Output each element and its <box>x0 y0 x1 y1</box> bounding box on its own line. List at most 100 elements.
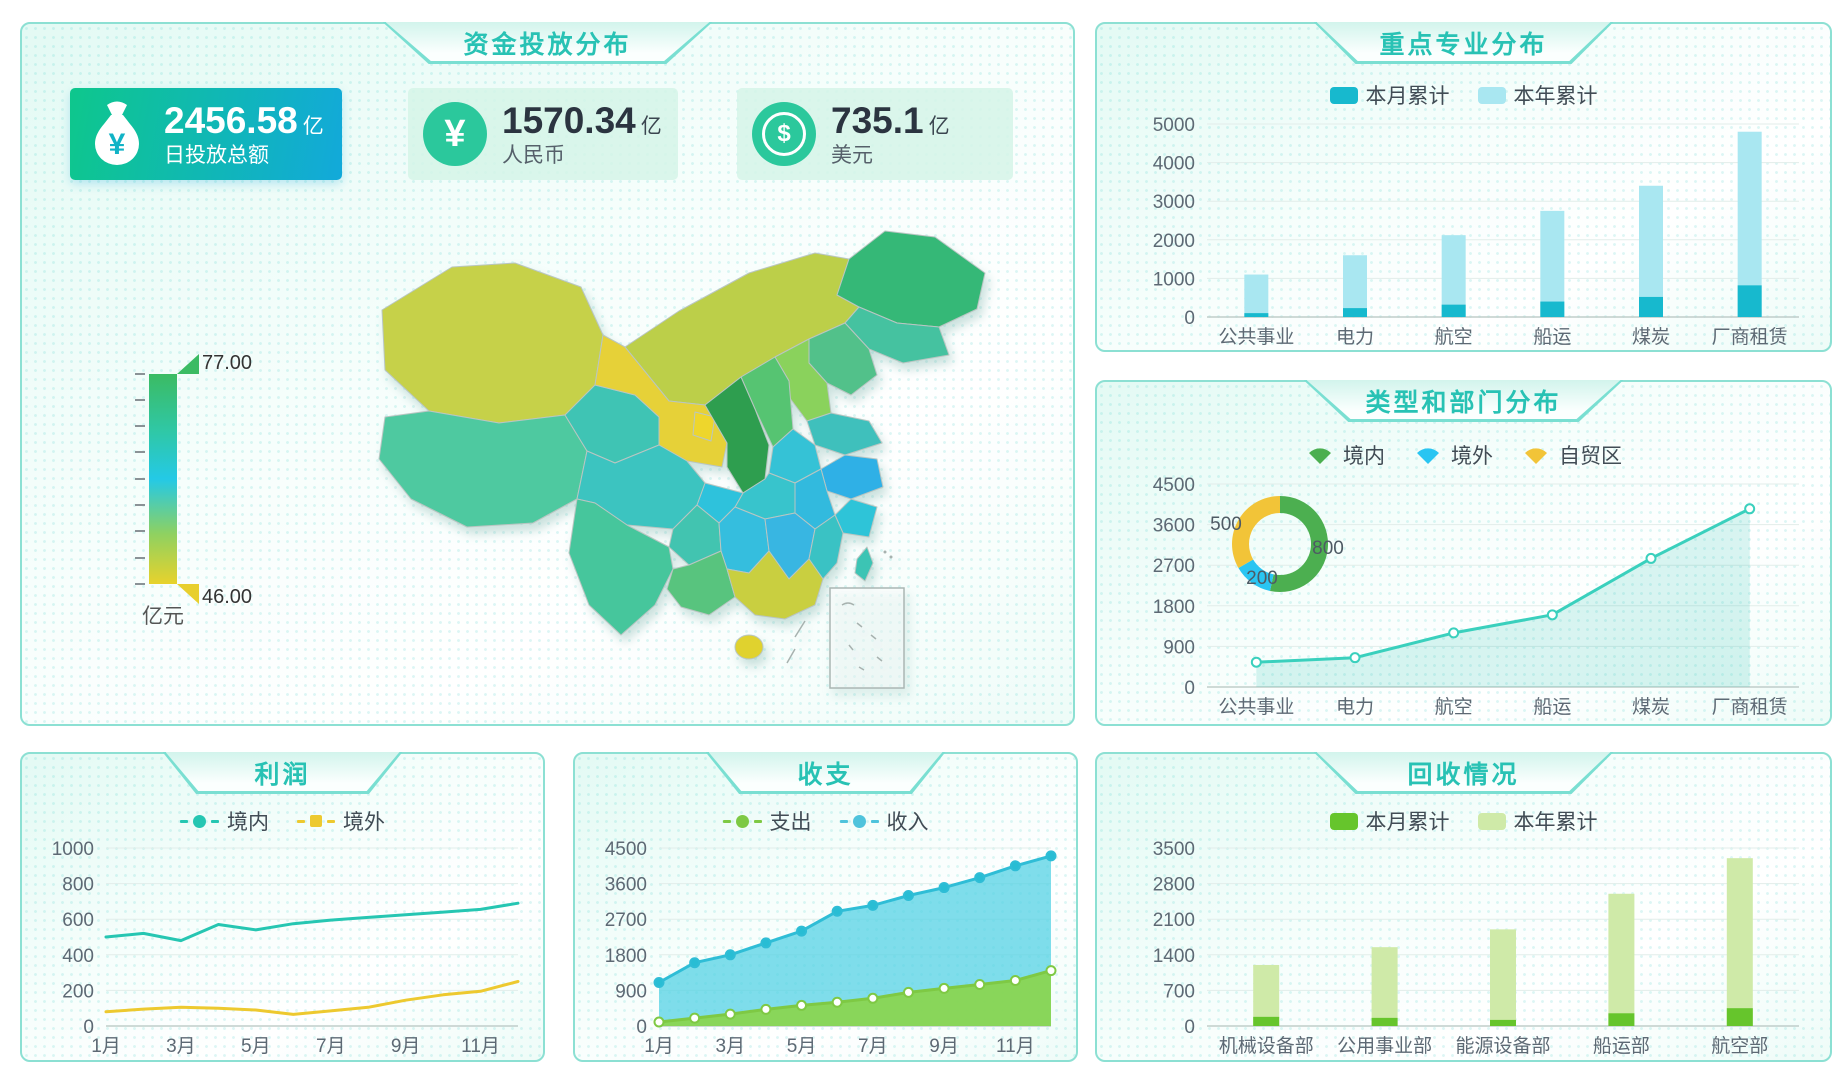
province-hainan[interactable] <box>734 634 764 660</box>
svg-text:航空: 航空 <box>1435 326 1473 348</box>
profit-line-chart[interactable]: 0 200 400 600 800 1000 1月 3月 5月 7月 9月 11月 <box>34 838 534 1058</box>
svg-text:3600: 3600 <box>605 875 647 896</box>
recovery-bar-chart[interactable]: 0 700 1400 2100 2800 3500 机械设备部 公用事业部 能源设备部 船运部 航空… <box>1115 838 1815 1058</box>
map-color-scale: 77.00 46.00 亿元 <box>122 344 312 664</box>
panel-key-majors: 重点专业分布 本月累计 本年累计 0 1000 2000 3000 4000 5000 公共事… <box>1095 22 1832 352</box>
scale-gradient-bar[interactable] <box>149 374 177 584</box>
svg-text:400: 400 <box>62 946 94 967</box>
legend-item-境内[interactable]: 境内 <box>180 806 269 836</box>
svg-text:3500: 3500 <box>1153 839 1195 860</box>
stat-value: 2456.58 <box>164 99 298 141</box>
chart-legend: 境内 境外 自贸区 <box>1097 440 1830 470</box>
legend-item-收入[interactable]: 收入 <box>839 806 929 836</box>
province-yunnan[interactable] <box>568 498 674 636</box>
stat-label: 美元 <box>831 144 873 168</box>
svg-text:公共事业: 公共事业 <box>1218 326 1294 348</box>
svg-text:0: 0 <box>636 1017 647 1038</box>
svg-text:船运部: 船运部 <box>1593 1035 1650 1057</box>
stat-unit: 亿 <box>640 114 662 138</box>
chart-legend: 本月累计 本年累计 <box>1097 806 1830 836</box>
svg-text:5月: 5月 <box>787 1036 817 1057</box>
province-xinjiang[interactable] <box>381 262 604 424</box>
svg-text:0: 0 <box>1184 1017 1195 1038</box>
panel-title-tab: 回收情况 <box>1313 752 1614 794</box>
svg-text:900: 900 <box>1163 637 1195 658</box>
svg-text:2700: 2700 <box>605 910 647 931</box>
svg-text:1000: 1000 <box>1153 269 1195 290</box>
donut-slice-境外[interactable] <box>1238 559 1274 591</box>
panel-title: 回收情况 <box>1407 761 1520 789</box>
panel-title-tab: 类型和部门分布 <box>1303 380 1624 422</box>
legend-item-境外[interactable]: 境外 <box>1413 440 1493 470</box>
panel-title: 资金投放分布 <box>463 31 632 59</box>
svg-text:厂商租赁: 厂商租赁 <box>1712 696 1788 718</box>
province-guangdong[interactable] <box>726 550 824 620</box>
svg-text:能源设备部: 能源设备部 <box>1455 1035 1550 1057</box>
fan-icon <box>1417 448 1439 464</box>
china-map[interactable] <box>337 207 1087 707</box>
legend-item-境外[interactable]: 境外 <box>297 806 385 836</box>
svg-text:机械设备部: 机械设备部 <box>1219 1035 1314 1057</box>
province-ningxia[interactable] <box>692 411 716 442</box>
svg-text:船运: 船运 <box>1533 696 1571 718</box>
svg-text:3月: 3月 <box>715 1036 745 1057</box>
svg-text:9月: 9月 <box>391 1036 421 1057</box>
svg-text:煤炭: 煤炭 <box>1632 326 1670 348</box>
panel-title-tab: 资金投放分布 <box>382 22 713 64</box>
panel-type-department: 类型和部门分布 境内 境外 自贸区 0 900 1800 2700 3600 4500 公共事业… <box>1095 380 1832 726</box>
svg-text:2100: 2100 <box>1153 910 1195 931</box>
donut-slice-境内[interactable] <box>1270 496 1328 592</box>
svg-text:4000: 4000 <box>1153 154 1195 175</box>
province-xizang[interactable] <box>378 410 588 528</box>
svg-text:500: 500 <box>1210 514 1242 535</box>
legend-item-本年累计[interactable]: 本年累计 <box>1477 806 1598 836</box>
svg-text:11月: 11月 <box>461 1036 500 1057</box>
chart-legend: 支出 收入 <box>575 806 1076 836</box>
svg-text:4500: 4500 <box>605 839 647 860</box>
svg-text:800: 800 <box>62 875 94 896</box>
key-majors-bar-chart[interactable]: 0 1000 2000 3000 4000 5000 公共事业 电力 航空 船运 煤炭 厂商租赁 <box>1115 114 1815 349</box>
svg-text:9月: 9月 <box>929 1036 959 1057</box>
panel-profit: 利润 境内 境外 0 200 400 600 800 1000 1月 3月 5月 7月 9月 11月 <box>20 752 545 1062</box>
stat-card-rmb: ¥ 1570.34 亿 人民币 <box>408 88 678 180</box>
legend-item-自贸区[interactable]: 自贸区 <box>1521 440 1622 470</box>
donut-slice-自贸区[interactable] <box>1232 496 1280 568</box>
legend-item-境内[interactable]: 境内 <box>1305 440 1385 470</box>
svg-text:1400: 1400 <box>1153 946 1195 967</box>
svg-text:0: 0 <box>1184 308 1195 329</box>
panel-title-tab: 利润 <box>162 752 403 794</box>
stat-unit: 亿 <box>928 114 950 138</box>
panel-title: 利润 <box>254 761 311 789</box>
panel-fund-distribution: 资金投放分布 ¥ 2456.58 亿 日投放总额 ¥ <box>20 22 1075 726</box>
svg-text:1月: 1月 <box>91 1036 121 1057</box>
province-jiangsu[interactable] <box>820 454 884 500</box>
svg-text:2800: 2800 <box>1153 875 1195 896</box>
legend-item-支出[interactable]: 支出 <box>722 806 812 836</box>
legend-item-本年累计[interactable]: 本年累计 <box>1477 80 1598 110</box>
stat-card-usd: $ 735.1 亿 美元 <box>737 88 1013 180</box>
type-department-combo-chart[interactable]: 0 900 1800 2700 3600 4500 公共事业 电力 航空 船运 煤炭 厂商租赁 500 8… <box>1115 474 1815 719</box>
legend-item-本月累计[interactable]: 本月累计 <box>1329 80 1450 110</box>
province-shandong[interactable] <box>806 412 883 456</box>
svg-text:煤炭: 煤炭 <box>1632 696 1670 718</box>
svg-text:1800: 1800 <box>1153 597 1195 618</box>
panel-title: 重点专业分布 <box>1379 31 1548 59</box>
svg-text:3月: 3月 <box>166 1036 196 1057</box>
stat-value: 1570.34 <box>502 99 636 141</box>
svg-text:11月: 11月 <box>996 1036 1035 1057</box>
province-jilin[interactable] <box>844 306 950 364</box>
income-expense-area-chart[interactable]: 0 900 1800 2700 3600 4500 1月 3月 5月 7月 9月 11月 <box>587 838 1067 1058</box>
stat-card-total: ¥ 2456.58 亿 日投放总额 <box>70 88 342 180</box>
svg-text:800: 800 <box>1312 538 1344 559</box>
province-taiwan[interactable] <box>854 546 874 582</box>
svg-text:1800: 1800 <box>605 946 647 967</box>
svg-text:航空部: 航空部 <box>1711 1035 1768 1057</box>
yuan-circle-icon: ¥ <box>422 101 488 167</box>
svg-text:电力: 电力 <box>1336 696 1374 718</box>
legend-item-本月累计[interactable]: 本月累计 <box>1329 806 1450 836</box>
money-bag-yuan-icon: ¥ <box>84 101 150 167</box>
svg-text:7月: 7月 <box>316 1036 346 1057</box>
svg-text:2700: 2700 <box>1153 556 1195 577</box>
svg-text:600: 600 <box>62 910 94 931</box>
scale-max: 77.00 <box>202 352 253 374</box>
